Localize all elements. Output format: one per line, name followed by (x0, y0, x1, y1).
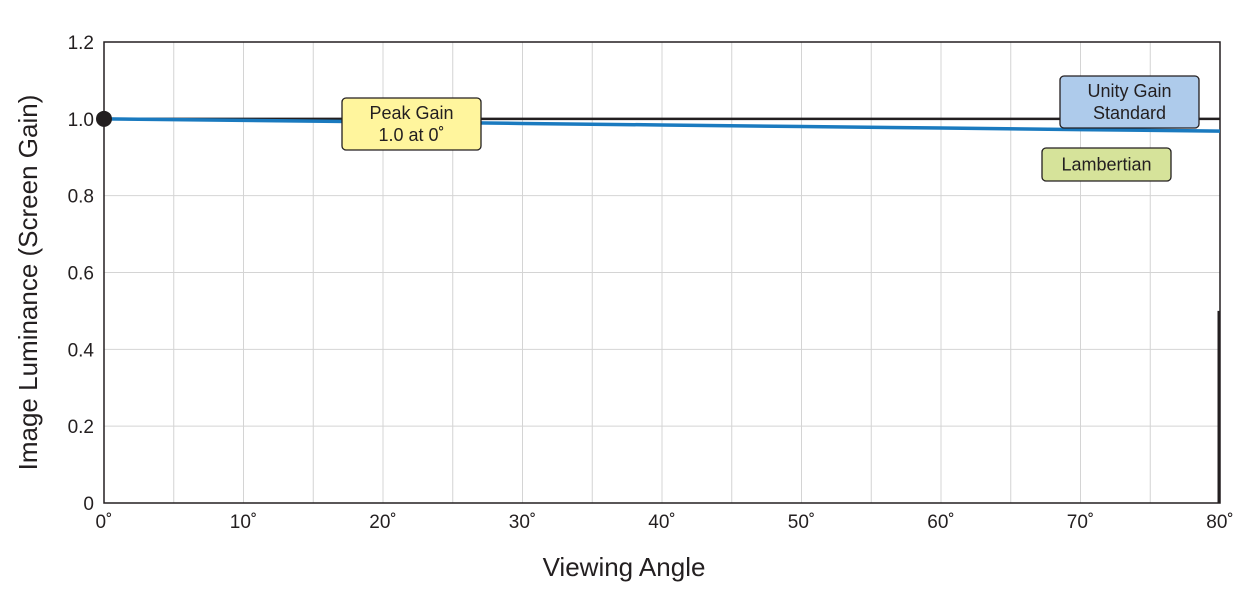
series-layer (103, 117, 1221, 503)
y-tick-label: 0.2 (68, 417, 94, 438)
x-tick-label: 40˚ (648, 512, 675, 533)
annotation-box (341, 97, 482, 151)
x-tick-label: 0˚ (96, 512, 113, 533)
x-tick-label: 30˚ (509, 512, 536, 533)
annotation-box (1059, 75, 1200, 129)
annotation-text: Lambertian (1061, 155, 1151, 175)
x-tick-label: 80˚ (1206, 512, 1233, 533)
peak-point-marker (96, 110, 112, 127)
x-tick-label: 70˚ (1067, 512, 1094, 533)
x-tick-label: 50˚ (788, 512, 815, 533)
annotation-text: Unity Gain (1087, 81, 1171, 101)
x-tick-label: 10˚ (230, 512, 257, 533)
x-tick-label: 60˚ (927, 512, 954, 533)
annotation-lambertian: Lambertian (1041, 147, 1172, 182)
y-tick-label: 0 (83, 494, 94, 515)
annotation-box (1041, 147, 1172, 182)
x-tick-label: 20˚ (369, 512, 396, 533)
plot-area-frame (103, 41, 1221, 504)
annotation-text: Standard (1093, 103, 1166, 123)
tick-labels: 0˚ 10˚ 20˚ 30˚ 40˚ 50˚ 60˚ 70˚ 80˚ 0 0.2 0.4 0.6 0.8 1… (68, 33, 1234, 533)
y-tick-label: 1.0 (68, 110, 94, 131)
series-line-lambertian (103, 117, 1221, 133)
y-tick-label: 1.2 (68, 33, 94, 54)
annotation-text: 1.0 at 0˚ (378, 125, 444, 145)
annotation-text: Peak Gain (369, 103, 453, 123)
y-axis-title: Image Luminance (Screen Gain) (13, 95, 43, 471)
y-tick-label: 0.6 (68, 264, 94, 285)
grid (104, 42, 1220, 503)
x-axis-title: Viewing Angle (543, 552, 706, 582)
y-tick-label: 0.8 (68, 187, 94, 208)
y-tick-label: 0.4 (68, 340, 95, 361)
